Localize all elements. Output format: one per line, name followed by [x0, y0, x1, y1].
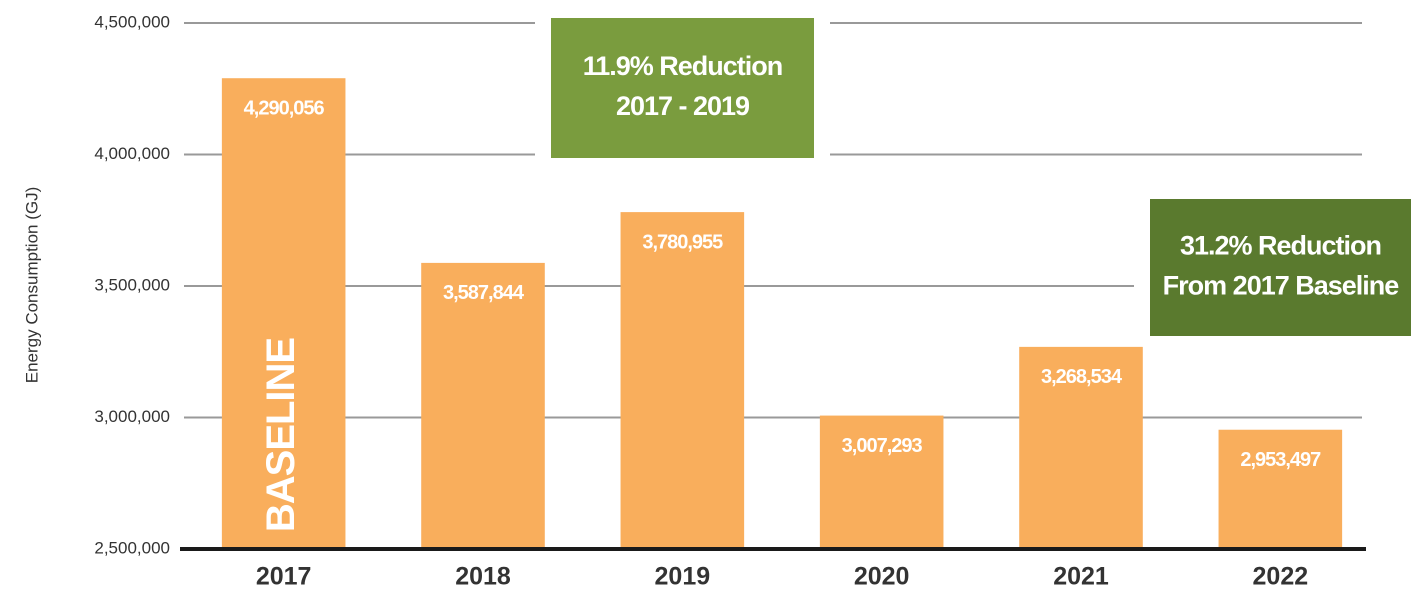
x-tick-label: 2021: [1053, 563, 1109, 591]
x-tick-label: 2017: [256, 563, 312, 591]
baseline-label: BASELINE: [259, 338, 303, 533]
value-label: 2,953,497: [1240, 449, 1321, 471]
y-tick-label: 2,500,000: [94, 538, 170, 557]
value-label: 3,268,534: [1041, 366, 1123, 388]
value-label: 3,587,844: [443, 282, 525, 304]
bar: [819, 415, 944, 549]
x-tick-label: 2022: [1253, 563, 1309, 591]
annotation-text: 11.9% Reduction: [583, 51, 783, 81]
x-tick-label: 2018: [455, 563, 511, 591]
bar: [1019, 346, 1143, 549]
x-tick-label: 2019: [655, 563, 711, 591]
bar: [620, 212, 745, 550]
y-tick-label: 3,000,000: [94, 407, 170, 426]
bar: [221, 78, 346, 549]
value-label: 3,007,293: [842, 435, 923, 457]
bar: [421, 262, 545, 549]
bar: [1218, 429, 1343, 549]
y-tick-label: 4,000,000: [94, 144, 170, 163]
y-tick-label: 4,500,000: [94, 12, 170, 31]
annotation-box: [1150, 199, 1411, 336]
annotation-text: From 2017 Baseline: [1163, 271, 1400, 301]
value-label: 4,290,056: [244, 97, 325, 119]
x-tick-label: 2020: [854, 563, 910, 591]
y-axis-label: Energy Consumption (GJ): [22, 187, 41, 384]
value-label: 3,780,955: [642, 231, 723, 253]
annotation-text: 2017 - 2019: [616, 91, 750, 121]
annotation-text: 31.2% Reduction: [1180, 231, 1381, 261]
y-tick-label: 3,500,000: [94, 275, 170, 294]
annotation-box: [551, 18, 814, 158]
